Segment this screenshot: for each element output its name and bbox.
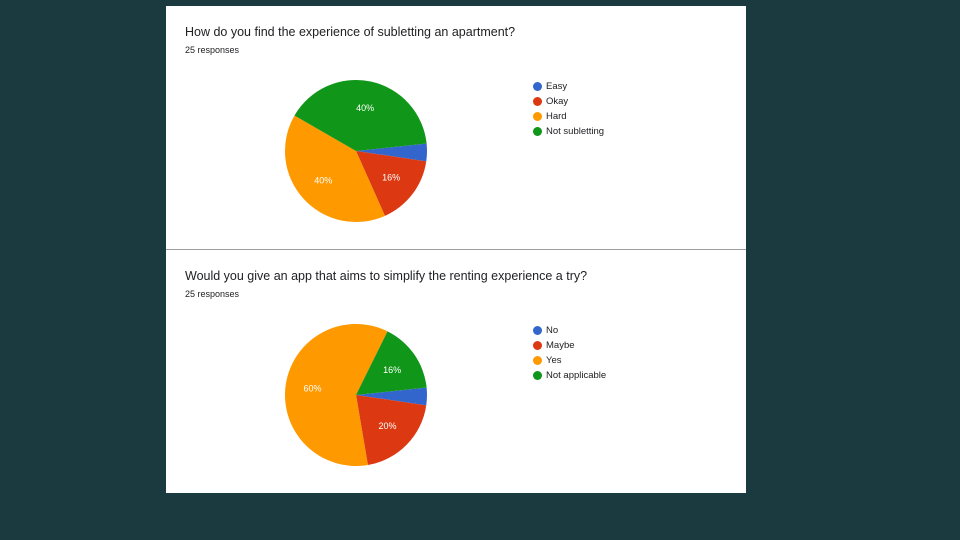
- legend-label: Okay: [546, 96, 569, 107]
- slice-label-not-subletting: 40%: [356, 103, 374, 113]
- pie-slice-not-subletting[interactable]: [294, 80, 427, 151]
- question-card-app: Would you give an app that aims to simpl…: [166, 250, 746, 493]
- legend-item-okay[interactable]: Okay: [533, 94, 604, 109]
- legend-label: Hard: [546, 111, 567, 122]
- legend-item-no[interactable]: No: [533, 323, 606, 338]
- legend-swatch: [533, 341, 542, 350]
- legend-item-easy[interactable]: Easy: [533, 79, 604, 94]
- pie-slice-yes[interactable]: [285, 324, 388, 466]
- legend-swatch: [533, 82, 542, 91]
- legend-label: Maybe: [546, 340, 575, 351]
- pie-chart: 16% 40% 40%: [285, 80, 427, 222]
- response-count: 25 responses: [185, 45, 240, 55]
- slice-label-hard: 40%: [314, 175, 332, 185]
- legend-item-yes[interactable]: Yes: [533, 353, 606, 368]
- pie-slice-hard[interactable]: [285, 115, 385, 222]
- pie-slice-not-applicable[interactable]: [356, 331, 427, 395]
- pie-slice-easy[interactable]: [356, 143, 427, 162]
- legend-item-not-subletting[interactable]: Not subletting: [533, 124, 604, 139]
- legend-label: No: [546, 325, 559, 336]
- legend-swatch: [533, 97, 542, 106]
- legend-item-hard[interactable]: Hard: [533, 109, 604, 124]
- slice-label-yes: 60%: [303, 384, 321, 394]
- pie-slice-maybe[interactable]: [356, 395, 427, 465]
- form-summary-panel: How do you find the experience of sublet…: [166, 6, 746, 493]
- legend-item-not-applicable[interactable]: Not applicable: [533, 368, 606, 383]
- question-card-subletting: How do you find the experience of sublet…: [166, 6, 746, 250]
- pie-slice-okay[interactable]: [356, 151, 427, 216]
- legend-label: Easy: [546, 81, 568, 92]
- legend-swatch: [533, 356, 542, 365]
- chart-legend: Easy Okay Hard Not subletting: [533, 79, 604, 139]
- chart-legend: No Maybe Yes Not applicable: [533, 323, 606, 383]
- legend-item-maybe[interactable]: Maybe: [533, 338, 606, 353]
- legend-swatch: [533, 326, 542, 335]
- slice-label-okay: 16%: [382, 173, 400, 183]
- legend-label: Yes: [546, 355, 562, 366]
- pie-slice-no[interactable]: [356, 387, 427, 406]
- slice-label-maybe: 20%: [378, 421, 396, 431]
- legend-label: Not applicable: [546, 370, 607, 381]
- legend-swatch: [533, 127, 542, 136]
- legend-label: Not subletting: [546, 126, 605, 137]
- response-count: 25 responses: [185, 289, 240, 299]
- legend-swatch: [533, 371, 542, 380]
- question-title: How do you find the experience of sublet…: [185, 25, 516, 39]
- legend-swatch: [533, 112, 542, 121]
- pie-chart: 20% 60% 16%: [285, 324, 427, 466]
- slice-label-not-applicable: 16%: [383, 365, 401, 375]
- question-title: Would you give an app that aims to simpl…: [185, 269, 588, 283]
